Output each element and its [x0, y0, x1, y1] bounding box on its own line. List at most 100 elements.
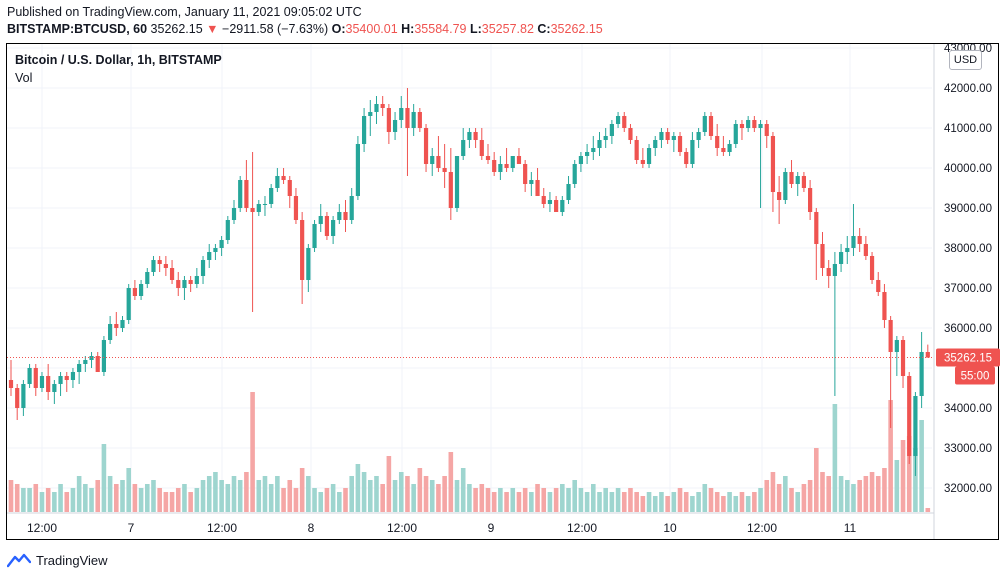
candle-body — [182, 280, 187, 288]
last-price-label-bg — [936, 348, 1000, 367]
volume-bar — [330, 484, 336, 512]
y-tick-label: 38000.00 — [944, 243, 992, 255]
volume-bar — [547, 492, 553, 512]
currency-button[interactable]: USD — [949, 50, 982, 70]
volume-bar — [64, 492, 70, 512]
candle-body — [746, 120, 751, 128]
candle-body — [907, 376, 912, 456]
candle-body — [578, 156, 584, 164]
volume-bar — [888, 400, 893, 512]
volume-bar — [287, 480, 293, 512]
volume-bar — [566, 488, 571, 512]
volume-bar — [380, 484, 385, 512]
volume-bar — [417, 468, 423, 512]
volume-bar — [299, 468, 305, 512]
volume-bar — [826, 476, 831, 512]
volume-bar — [609, 492, 615, 512]
volume-legend: Vol — [15, 71, 33, 85]
candle-body — [826, 268, 831, 276]
tradingview-brand[interactable]: TradingView — [36, 552, 108, 568]
candle-body — [504, 164, 509, 168]
volume-bar — [194, 488, 200, 512]
candle-body — [256, 204, 261, 212]
candle-body — [739, 124, 745, 128]
volume-bar — [138, 488, 144, 512]
volume-bar — [460, 468, 466, 512]
candle-body — [554, 200, 559, 212]
candle-body — [814, 212, 819, 244]
candle-body — [919, 352, 924, 396]
candle-body — [238, 180, 243, 208]
volume-bar — [355, 464, 361, 512]
candle-body — [231, 208, 237, 220]
x-tick-label: 12:00 — [567, 521, 597, 535]
volume-bar — [343, 488, 348, 512]
volume-bar — [832, 404, 838, 512]
candle-body — [838, 252, 844, 264]
volume-bar — [498, 488, 503, 512]
candle-body — [510, 156, 515, 168]
candle-body — [516, 156, 522, 164]
volume-bar — [374, 476, 379, 512]
volume-bar — [324, 488, 330, 512]
candle-body — [169, 268, 175, 280]
volume-bar — [21, 488, 26, 512]
volume-bar — [275, 476, 280, 512]
volume-bar — [838, 476, 844, 512]
volume-bar — [795, 492, 801, 512]
candle-body — [343, 212, 348, 220]
x-tick-label: 8 — [308, 521, 315, 535]
y-tick-label: 39000.00 — [944, 203, 992, 215]
x-tick-label: 9 — [488, 521, 495, 535]
candle-body — [250, 208, 255, 212]
volume-bar — [83, 484, 88, 512]
volume-bar — [776, 484, 782, 512]
candle-body — [64, 376, 69, 380]
volume-bar — [634, 492, 639, 512]
candle-body — [566, 184, 571, 200]
candle-body — [498, 164, 503, 172]
candle-body — [101, 340, 107, 372]
volume-bar — [231, 476, 237, 512]
candle-body — [355, 144, 360, 196]
volume-bar — [665, 496, 670, 512]
volume-bar — [590, 484, 596, 512]
close-value: 35262.15 — [550, 22, 603, 36]
x-tick-label: 7 — [128, 521, 135, 535]
candle-body — [808, 188, 813, 212]
candle-body — [863, 244, 868, 256]
candle-body — [145, 272, 150, 284]
volume-bar — [727, 492, 732, 512]
candle-body — [374, 104, 379, 112]
candle-body — [467, 132, 472, 140]
volume-bar — [900, 440, 906, 512]
volume-bar — [58, 484, 63, 512]
volume-bar — [714, 492, 720, 512]
volume-bar — [491, 492, 497, 512]
change-arrow-icon: ▼ — [206, 22, 219, 36]
volume-bar — [132, 484, 138, 512]
volume-bar — [621, 492, 627, 512]
candle-body — [269, 188, 274, 204]
symbol-label: BITSTAMP:BTCUSD, 60 — [7, 22, 148, 36]
volume-bar — [256, 480, 262, 512]
candle-body — [83, 360, 88, 364]
candle-body — [287, 180, 292, 196]
candle-body — [560, 200, 565, 212]
candle-body — [721, 148, 726, 152]
candle-body — [764, 124, 769, 136]
candle-body — [15, 388, 20, 408]
y-tick-label: 41000.00 — [944, 123, 992, 135]
candle-body — [752, 120, 757, 128]
volume-bar — [337, 492, 342, 512]
candle-body — [52, 384, 57, 392]
volume-bar — [473, 488, 478, 512]
candle-body — [473, 132, 478, 140]
volume-bar — [281, 488, 286, 512]
volume-bar — [919, 420, 924, 512]
volume-bar — [200, 480, 206, 512]
published-caption: Published on TradingView.com, January 11… — [7, 5, 362, 19]
candle-body — [479, 140, 484, 156]
low-value: 35257.82 — [481, 22, 534, 36]
